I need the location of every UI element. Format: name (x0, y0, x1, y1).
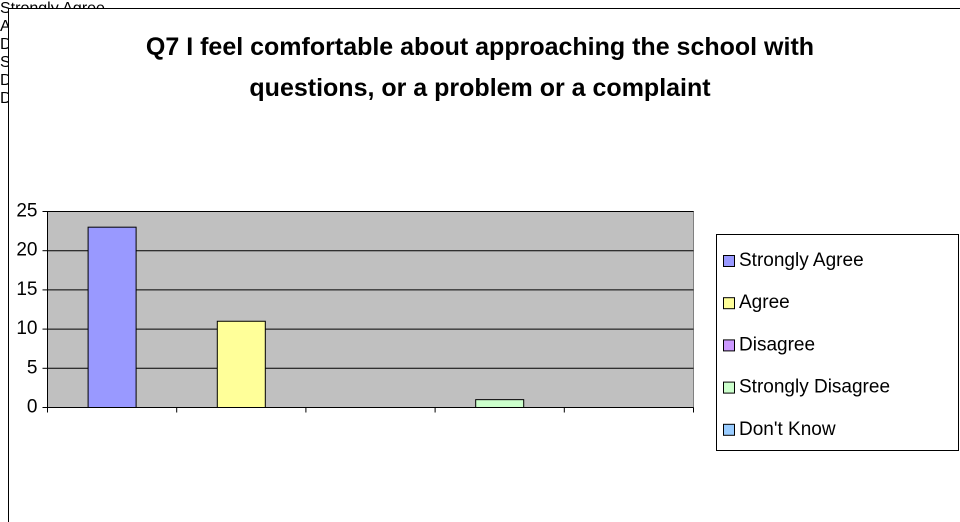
legend (716, 234, 959, 451)
y-tick-label: 20 (16, 240, 37, 261)
y-tick-label: 0 (27, 397, 38, 418)
legend-swatch (723, 381, 735, 394)
legend-swatch (723, 255, 735, 267)
legend-label: Strongly Agree (739, 250, 864, 271)
legend-label: Don't Know (739, 419, 836, 440)
bar (475, 399, 525, 409)
legend-label: Strongly Disagree (739, 377, 890, 398)
y-tick-label: 15 (16, 279, 37, 300)
bar (87, 226, 137, 408)
y-tick-label: 25 (16, 201, 37, 222)
legend-label: Disagree (739, 334, 815, 355)
y-tick-label: 10 (16, 318, 37, 339)
legend-swatch (723, 423, 735, 436)
legend-swatch (723, 297, 735, 310)
plot-area (47, 211, 694, 408)
bar (216, 320, 266, 409)
y-tick-label: 5 (27, 357, 38, 378)
chart-title: Q7 I feel comfortable about approaching … (145, 33, 815, 102)
legend-label: Agree (739, 292, 790, 313)
legend-swatch (723, 339, 735, 352)
